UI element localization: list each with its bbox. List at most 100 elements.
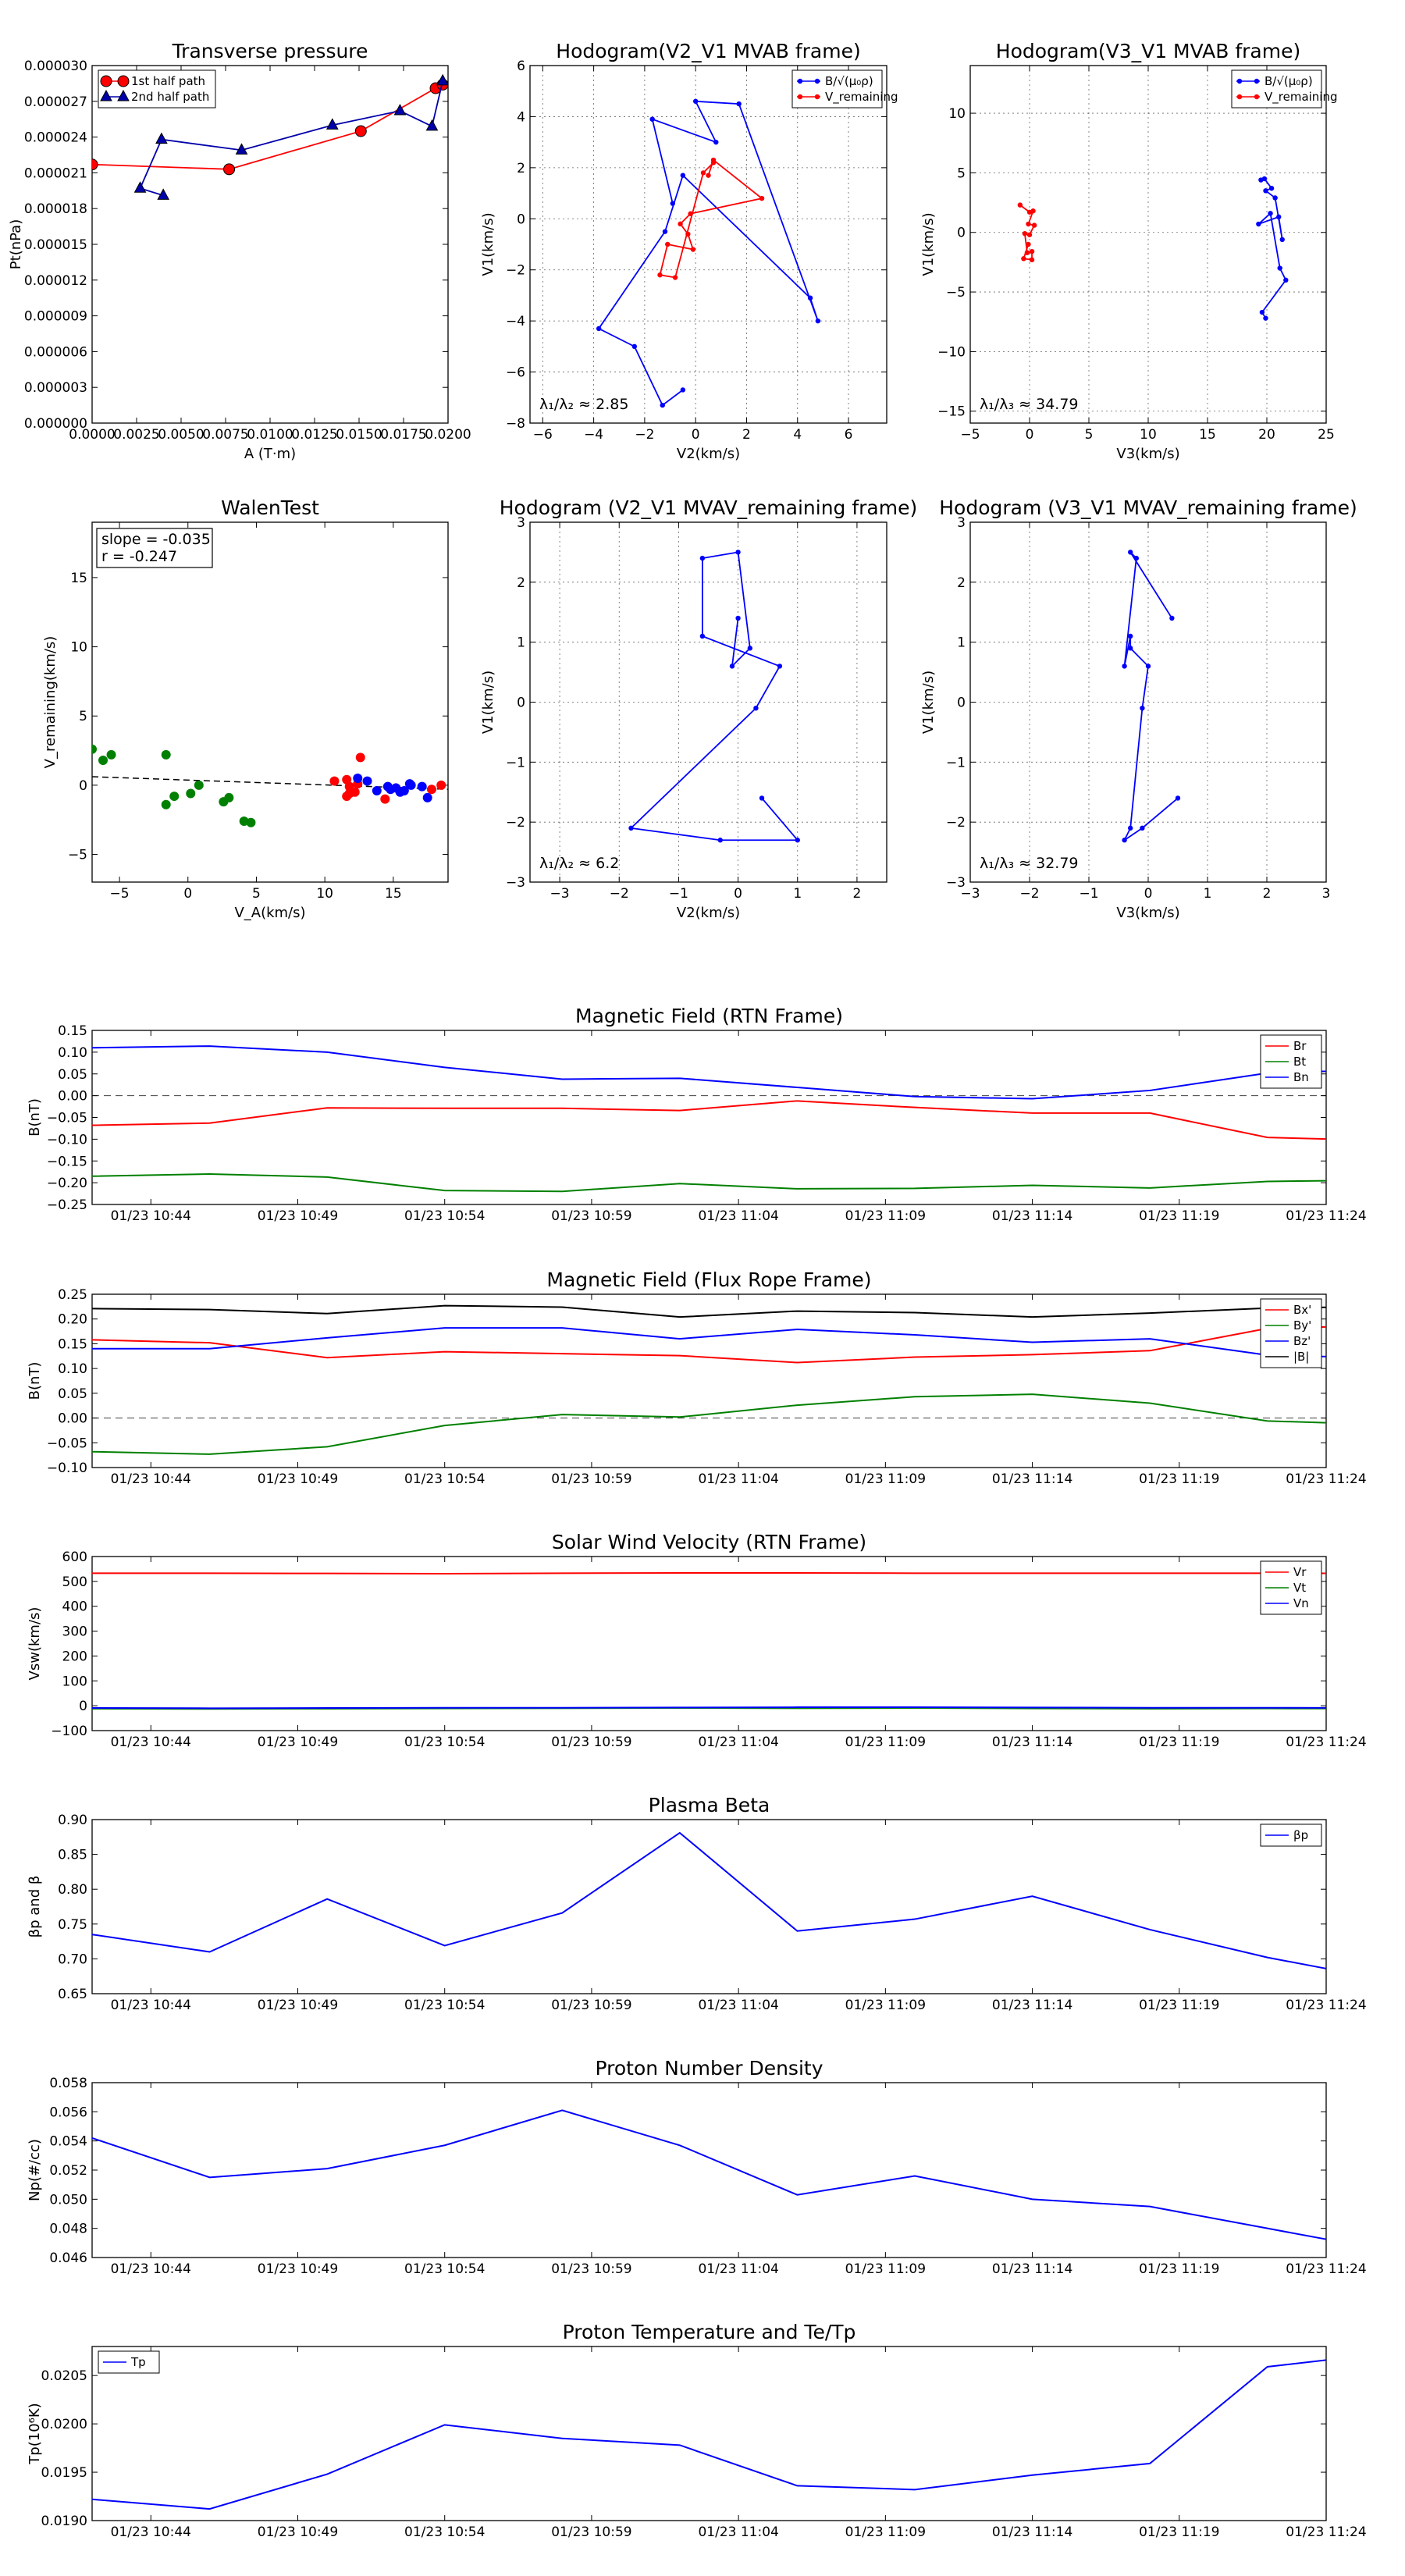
y-tick-label: −3 bbox=[946, 875, 966, 891]
x-tick-label: 10 bbox=[1140, 427, 1157, 443]
x-tick-label: −4 bbox=[584, 427, 603, 443]
data-point bbox=[395, 787, 405, 797]
x-tick-label: 0.0050 bbox=[158, 427, 204, 443]
chart-beta: 01/23 10:44 01/23 10:49 01/23 10:54 01/23 1… bbox=[27, 1794, 1367, 2013]
data-point bbox=[1021, 256, 1026, 262]
y-tick-label: 0.15 bbox=[58, 1336, 87, 1352]
x-tick-label: 01/23 11:09 bbox=[845, 2524, 926, 2540]
x-tick-label: 20 bbox=[1258, 427, 1275, 443]
x-tick-label: −5 bbox=[960, 427, 980, 443]
x-tick-label: 01/23 11:09 bbox=[845, 2261, 926, 2277]
legend-label: 1st half path bbox=[131, 74, 205, 88]
x-tick-label: 01/23 11:04 bbox=[698, 2261, 778, 2277]
legend-label: Tp bbox=[130, 2355, 146, 2369]
legend-label: |B| bbox=[1293, 1350, 1309, 1364]
x-tick-label: −2 bbox=[1019, 886, 1039, 902]
data-point bbox=[355, 753, 365, 763]
x-tick-label: 0 bbox=[1026, 427, 1034, 443]
data-point bbox=[717, 838, 723, 843]
x-tick-label: 01/23 10:49 bbox=[258, 1208, 338, 1224]
x-tick-label: 3 bbox=[1322, 886, 1331, 902]
y-tick-label: 0.10 bbox=[58, 1361, 87, 1377]
data-point bbox=[1279, 237, 1285, 243]
x-tick-label: 0.0125 bbox=[291, 427, 337, 443]
chart-mag_fr: 01/23 10:44 01/23 10:49 01/23 10:54 01/23 1… bbox=[27, 1268, 1367, 1487]
x-tick-label: 25 bbox=[1318, 427, 1335, 443]
y-tick-label: 10 bbox=[70, 640, 87, 656]
data-point bbox=[325, 118, 339, 130]
data-point bbox=[692, 98, 699, 104]
x-tick-label: −3 bbox=[960, 886, 980, 902]
data-point bbox=[680, 387, 686, 393]
x-tick-label: −2 bbox=[635, 427, 654, 443]
data-point bbox=[1029, 257, 1035, 263]
legend: Tp bbox=[98, 2350, 160, 2374]
y-tick-label: 2 bbox=[517, 575, 525, 591]
data-point bbox=[372, 785, 382, 795]
x-tick-label: −6 bbox=[533, 427, 553, 443]
data-point bbox=[344, 788, 354, 799]
x-tick-label: 01/23 11:14 bbox=[992, 2524, 1072, 2540]
x-tick-label: 01/23 10:54 bbox=[404, 2524, 485, 2540]
y-tick-label: −3 bbox=[506, 875, 525, 891]
data-point bbox=[797, 94, 803, 100]
y-axis-label: V1(km/s) bbox=[920, 212, 937, 276]
chart-title: Transverse pressure bbox=[172, 40, 368, 62]
x-tick-label: 01/23 11:14 bbox=[992, 1998, 1072, 2013]
y-tick-label: −0.25 bbox=[47, 1197, 87, 1213]
y-tick-label: 0 bbox=[79, 778, 87, 794]
chart-hodo1: −6 −4 −2 0 2 4 6 −8 −6 −4 −2 0 2 4 6 Hodogram(V2_V1 MVA… bbox=[480, 40, 887, 462]
series-line bbox=[92, 2359, 1326, 2510]
data-point bbox=[436, 73, 448, 86]
y-tick-label: 0.15 bbox=[58, 1023, 87, 1039]
y-tick-label: −10 bbox=[937, 344, 966, 360]
x-tick-label: 01/23 10:44 bbox=[111, 1735, 191, 1750]
y-tick-label: −0.20 bbox=[47, 1176, 87, 1191]
series-line bbox=[92, 1831, 1326, 1969]
data-point bbox=[814, 78, 820, 84]
y-tick-label: 6 bbox=[517, 59, 525, 74]
plot-area-hodo4 bbox=[1122, 550, 1181, 843]
x-tick-label: 01/23 10:44 bbox=[111, 2261, 191, 2277]
x-tick-label: 01/23 11:09 bbox=[845, 1471, 926, 1487]
y-tick-label: 0.20 bbox=[58, 1312, 87, 1328]
x-tick-label: 01/23 11:24 bbox=[1286, 1208, 1366, 1224]
data-point bbox=[1169, 615, 1175, 621]
data-point bbox=[329, 776, 340, 786]
y-tick-label: 0 bbox=[957, 226, 966, 241]
data-point bbox=[1030, 208, 1036, 214]
x-tick-label: 0 bbox=[1144, 886, 1153, 902]
data-point bbox=[660, 402, 665, 408]
y-tick-label: −8 bbox=[506, 416, 525, 432]
data-point bbox=[710, 160, 717, 165]
data-point bbox=[713, 139, 719, 145]
data-point bbox=[1261, 176, 1268, 182]
data-point bbox=[1026, 232, 1033, 237]
x-tick-label: 01/23 10:59 bbox=[551, 1735, 631, 1750]
x-tick-label: −1 bbox=[669, 886, 688, 902]
data-point bbox=[1133, 555, 1140, 561]
data-point bbox=[699, 555, 706, 561]
x-tick-label: 01/23 10:44 bbox=[111, 1471, 191, 1487]
data-point bbox=[1283, 277, 1289, 283]
data-point bbox=[795, 838, 800, 843]
x-tick-label: 01/23 10:49 bbox=[258, 2261, 338, 2277]
chart-np: 01/23 10:44 01/23 10:49 01/23 10:54 01/23 1… bbox=[27, 2057, 1367, 2277]
data-point bbox=[735, 615, 741, 621]
y-tick-label: 0 bbox=[517, 212, 525, 227]
data-point bbox=[736, 101, 742, 107]
x-tick-label: 01/23 10:54 bbox=[404, 1998, 485, 2013]
data-point bbox=[1277, 265, 1282, 271]
x-tick-label: 01/23 10:54 bbox=[404, 2261, 485, 2277]
data-point bbox=[353, 774, 363, 784]
data-point bbox=[729, 664, 735, 669]
data-point bbox=[1031, 222, 1037, 228]
y-tick-label: 200 bbox=[62, 1649, 87, 1664]
plot-area-mag_fr bbox=[92, 1304, 1326, 1455]
x-tick-label: 01/23 10:44 bbox=[111, 2524, 191, 2540]
legend-label: Bx' bbox=[1293, 1303, 1311, 1317]
series-line bbox=[139, 80, 444, 197]
x-tick-label: 01/23 11:24 bbox=[1286, 1471, 1366, 1487]
